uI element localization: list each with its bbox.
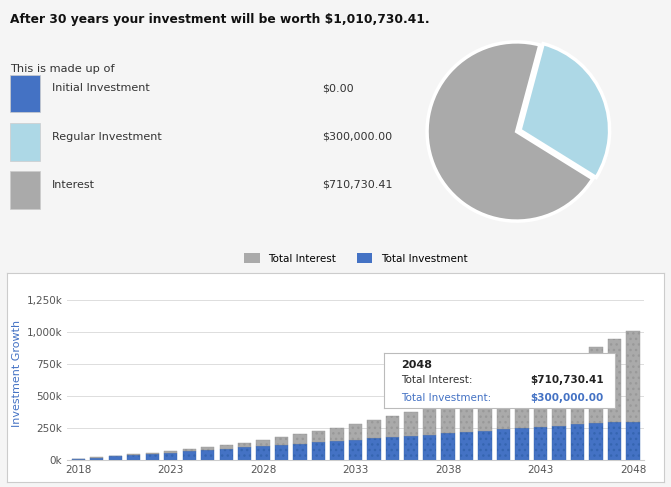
Bar bbox=[497, 385, 510, 430]
Bar bbox=[460, 432, 473, 460]
Bar bbox=[10, 75, 40, 112]
Bar bbox=[164, 452, 177, 460]
Bar bbox=[10, 123, 40, 161]
Bar bbox=[238, 448, 252, 460]
Bar bbox=[442, 402, 455, 433]
Bar bbox=[219, 445, 233, 449]
Bar bbox=[552, 426, 566, 460]
Bar bbox=[497, 430, 510, 460]
Bar bbox=[349, 424, 362, 440]
Bar bbox=[10, 171, 40, 209]
Bar bbox=[331, 441, 344, 460]
Text: $300,000.00: $300,000.00 bbox=[322, 131, 393, 142]
Bar bbox=[146, 453, 159, 454]
Bar bbox=[552, 364, 566, 426]
Bar bbox=[386, 437, 399, 460]
Bar bbox=[72, 459, 85, 460]
Bar bbox=[256, 440, 270, 446]
Bar bbox=[627, 331, 639, 422]
Bar bbox=[423, 407, 436, 434]
Bar bbox=[146, 454, 159, 460]
Bar bbox=[312, 431, 325, 442]
Bar bbox=[589, 423, 603, 460]
Bar bbox=[127, 454, 140, 455]
Bar bbox=[405, 412, 418, 436]
Text: Interest: Interest bbox=[52, 180, 95, 190]
Text: This is made up of: This is made up of bbox=[10, 64, 115, 75]
Bar bbox=[275, 437, 289, 445]
Bar bbox=[238, 443, 252, 448]
Bar bbox=[183, 451, 196, 460]
Legend: Total Interest, Total Investment: Total Interest, Total Investment bbox=[240, 249, 472, 268]
Text: Initial Investment: Initial Investment bbox=[52, 83, 150, 94]
Wedge shape bbox=[427, 42, 592, 221]
Bar bbox=[164, 451, 177, 452]
Bar bbox=[534, 372, 548, 427]
Bar bbox=[460, 397, 473, 432]
Bar bbox=[368, 438, 380, 460]
Bar bbox=[293, 444, 307, 460]
Bar bbox=[256, 446, 270, 460]
Bar bbox=[515, 428, 529, 460]
Bar bbox=[349, 440, 362, 460]
Text: $710,730.41: $710,730.41 bbox=[322, 180, 393, 190]
Bar bbox=[201, 447, 214, 450]
Text: After 30 years your investment will be worth $1,010,730.41.: After 30 years your investment will be w… bbox=[10, 13, 429, 26]
Bar bbox=[608, 339, 621, 422]
Bar bbox=[90, 458, 103, 460]
Y-axis label: Investment Growth: Investment Growth bbox=[12, 320, 22, 427]
Bar bbox=[515, 378, 529, 428]
Bar bbox=[127, 455, 140, 460]
Bar bbox=[201, 450, 214, 460]
Wedge shape bbox=[520, 44, 610, 177]
Bar bbox=[478, 391, 492, 431]
Bar bbox=[109, 456, 122, 460]
Bar bbox=[627, 422, 639, 460]
Bar bbox=[571, 424, 584, 460]
Bar bbox=[608, 422, 621, 460]
Text: $0.00: $0.00 bbox=[322, 83, 354, 94]
Bar bbox=[589, 347, 603, 423]
Bar bbox=[293, 434, 307, 444]
Bar bbox=[534, 427, 548, 460]
Bar bbox=[275, 445, 289, 460]
Bar bbox=[405, 436, 418, 460]
Bar bbox=[571, 356, 584, 424]
Bar bbox=[183, 449, 196, 451]
Text: Regular Investment: Regular Investment bbox=[52, 131, 162, 142]
Bar bbox=[478, 431, 492, 460]
Bar bbox=[442, 433, 455, 460]
Bar bbox=[386, 416, 399, 437]
Bar bbox=[219, 449, 233, 460]
Bar bbox=[331, 428, 344, 441]
Bar bbox=[423, 434, 436, 460]
Bar bbox=[368, 420, 380, 438]
Bar bbox=[312, 442, 325, 460]
